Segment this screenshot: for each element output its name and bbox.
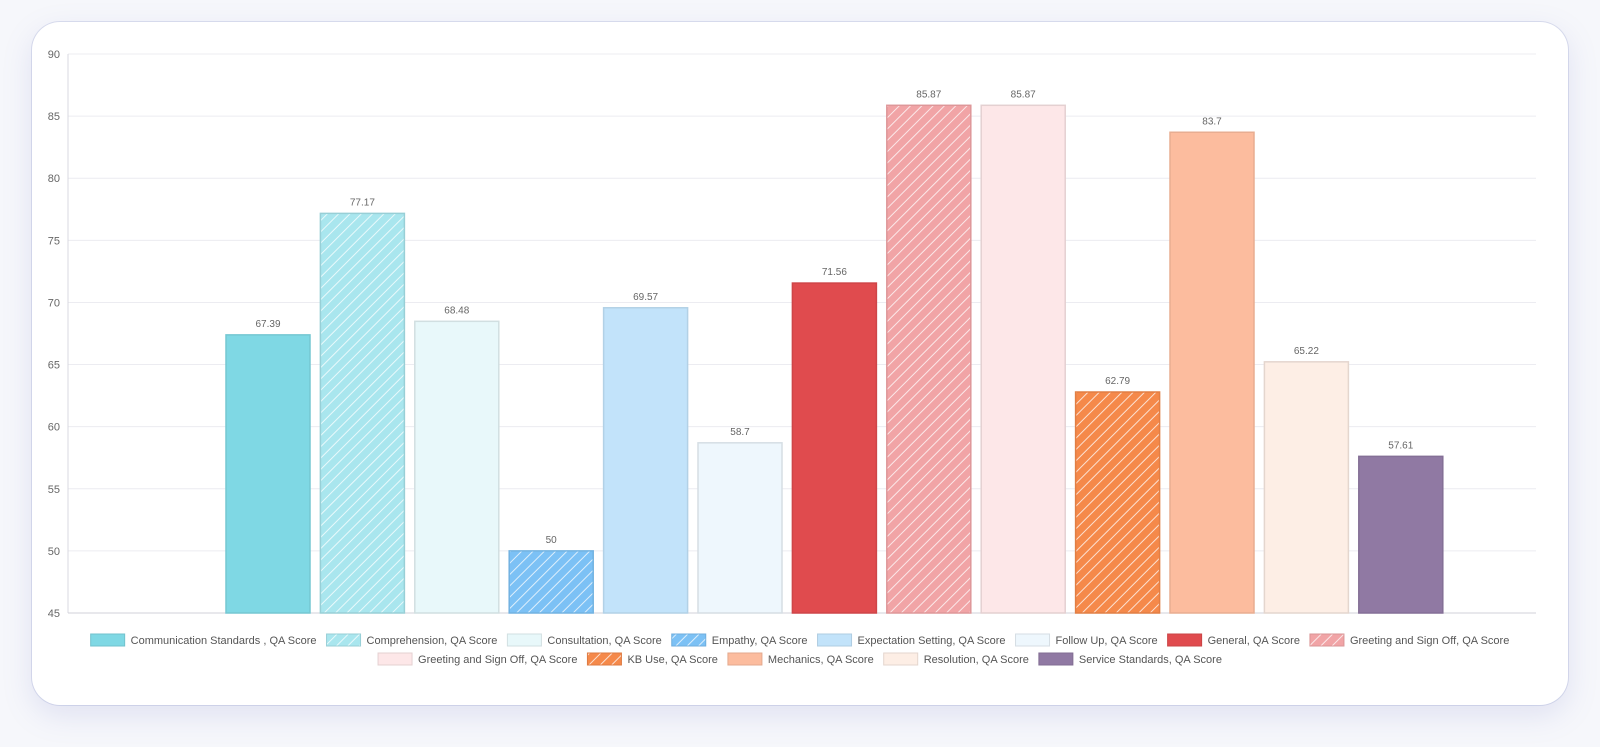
- chart-card: 45 50 55 60 65 70 75 80 85 90 67.39 77.17 68.48 50 69…: [32, 22, 1568, 705]
- legend-label: Follow Up, QA Score: [1056, 635, 1158, 647]
- y-tick-label: 75: [48, 235, 60, 247]
- y-tick-label: 85: [48, 111, 60, 123]
- legend-swatch: [671, 633, 707, 647]
- legend-label: Communication Standards , QA Score: [131, 635, 317, 647]
- legend-swatch: [586, 652, 622, 666]
- legend: Communication Standards , QA Score Compre…: [90, 633, 1509, 666]
- legend-label: Greeting and Sign Off, QA Score: [1350, 635, 1509, 647]
- y-tick-label: 90: [48, 49, 60, 61]
- bar: [1074, 391, 1161, 614]
- bar: [508, 550, 594, 614]
- bar-value-label: 83.7: [1202, 116, 1222, 127]
- bar-value-label: 77.17: [350, 197, 375, 208]
- bar: [980, 104, 1066, 614]
- y-tick-label: 80: [48, 173, 60, 185]
- legend-swatch: [1015, 633, 1051, 647]
- bar-value-label: 68.48: [444, 305, 469, 316]
- bar-value-label: 57.61: [1388, 440, 1413, 451]
- legend-label: General, QA Score: [1208, 635, 1300, 647]
- bar: [602, 307, 689, 614]
- y-tick-label: 55: [48, 484, 60, 496]
- legend-label: KB Use, QA Score: [627, 654, 717, 666]
- bar-value-label: 50: [546, 535, 558, 546]
- legend-label: Consultation, QA Score: [547, 635, 661, 647]
- bar: [791, 282, 878, 614]
- y-tick-label: 65: [48, 360, 60, 372]
- legend-swatch: [506, 633, 542, 647]
- bar: [1169, 131, 1255, 614]
- y-tick-label: 50: [48, 546, 60, 558]
- value-labels: 67.39 77.17 68.48 50 69.57 58.7 71.56 85.87 85.8…: [255, 89, 1413, 546]
- bar: [1263, 361, 1350, 614]
- bar-value-label: 69.57: [633, 292, 658, 303]
- legend-label: Comprehension, QA Score: [367, 635, 498, 647]
- legend-swatch: [883, 652, 919, 666]
- legend-label: Resolution, QA Score: [924, 654, 1029, 666]
- y-tick-label: 70: [48, 297, 60, 309]
- legend-label: Empathy, QA Score: [712, 635, 808, 647]
- bar: [1358, 455, 1444, 614]
- legend-swatch: [326, 633, 362, 647]
- bar-chart: 45 50 55 60 65 70 75 80 85 90 67.39 77.17 68.48 50 69…: [48, 49, 1536, 666]
- bar: [225, 334, 311, 614]
- y-tick-label: 60: [48, 422, 60, 434]
- legend-label: Expectation Setting, QA Score: [858, 635, 1006, 647]
- bar-value-label: 85.87: [916, 89, 941, 100]
- bar-value-label: 65.22: [1294, 346, 1319, 357]
- legend-swatch: [1038, 652, 1074, 666]
- bar-value-label: 67.39: [255, 319, 280, 330]
- legend-swatch: [727, 652, 763, 666]
- y-tick-label: 45: [48, 608, 60, 620]
- bars: [225, 104, 1444, 614]
- bar: [886, 104, 972, 614]
- legend-swatch: [377, 652, 413, 666]
- legend-swatch: [1167, 633, 1203, 647]
- legend-swatch: [817, 633, 853, 647]
- legend-swatch: [90, 633, 126, 647]
- bar: [697, 442, 783, 614]
- legend-label: Greeting and Sign Off, QA Score: [418, 654, 577, 666]
- bar-value-label: 62.79: [1105, 376, 1130, 387]
- bar: [319, 212, 406, 614]
- bar-value-label: 71.56: [822, 267, 847, 278]
- bar-value-label: 85.87: [1011, 89, 1036, 100]
- legend-label: Mechanics, QA Score: [768, 654, 874, 666]
- legend-label: Service Standards, QA Score: [1079, 654, 1222, 666]
- bar: [414, 320, 500, 614]
- bar-value-label: 58.7: [730, 427, 750, 438]
- legend-swatch: [1309, 633, 1345, 647]
